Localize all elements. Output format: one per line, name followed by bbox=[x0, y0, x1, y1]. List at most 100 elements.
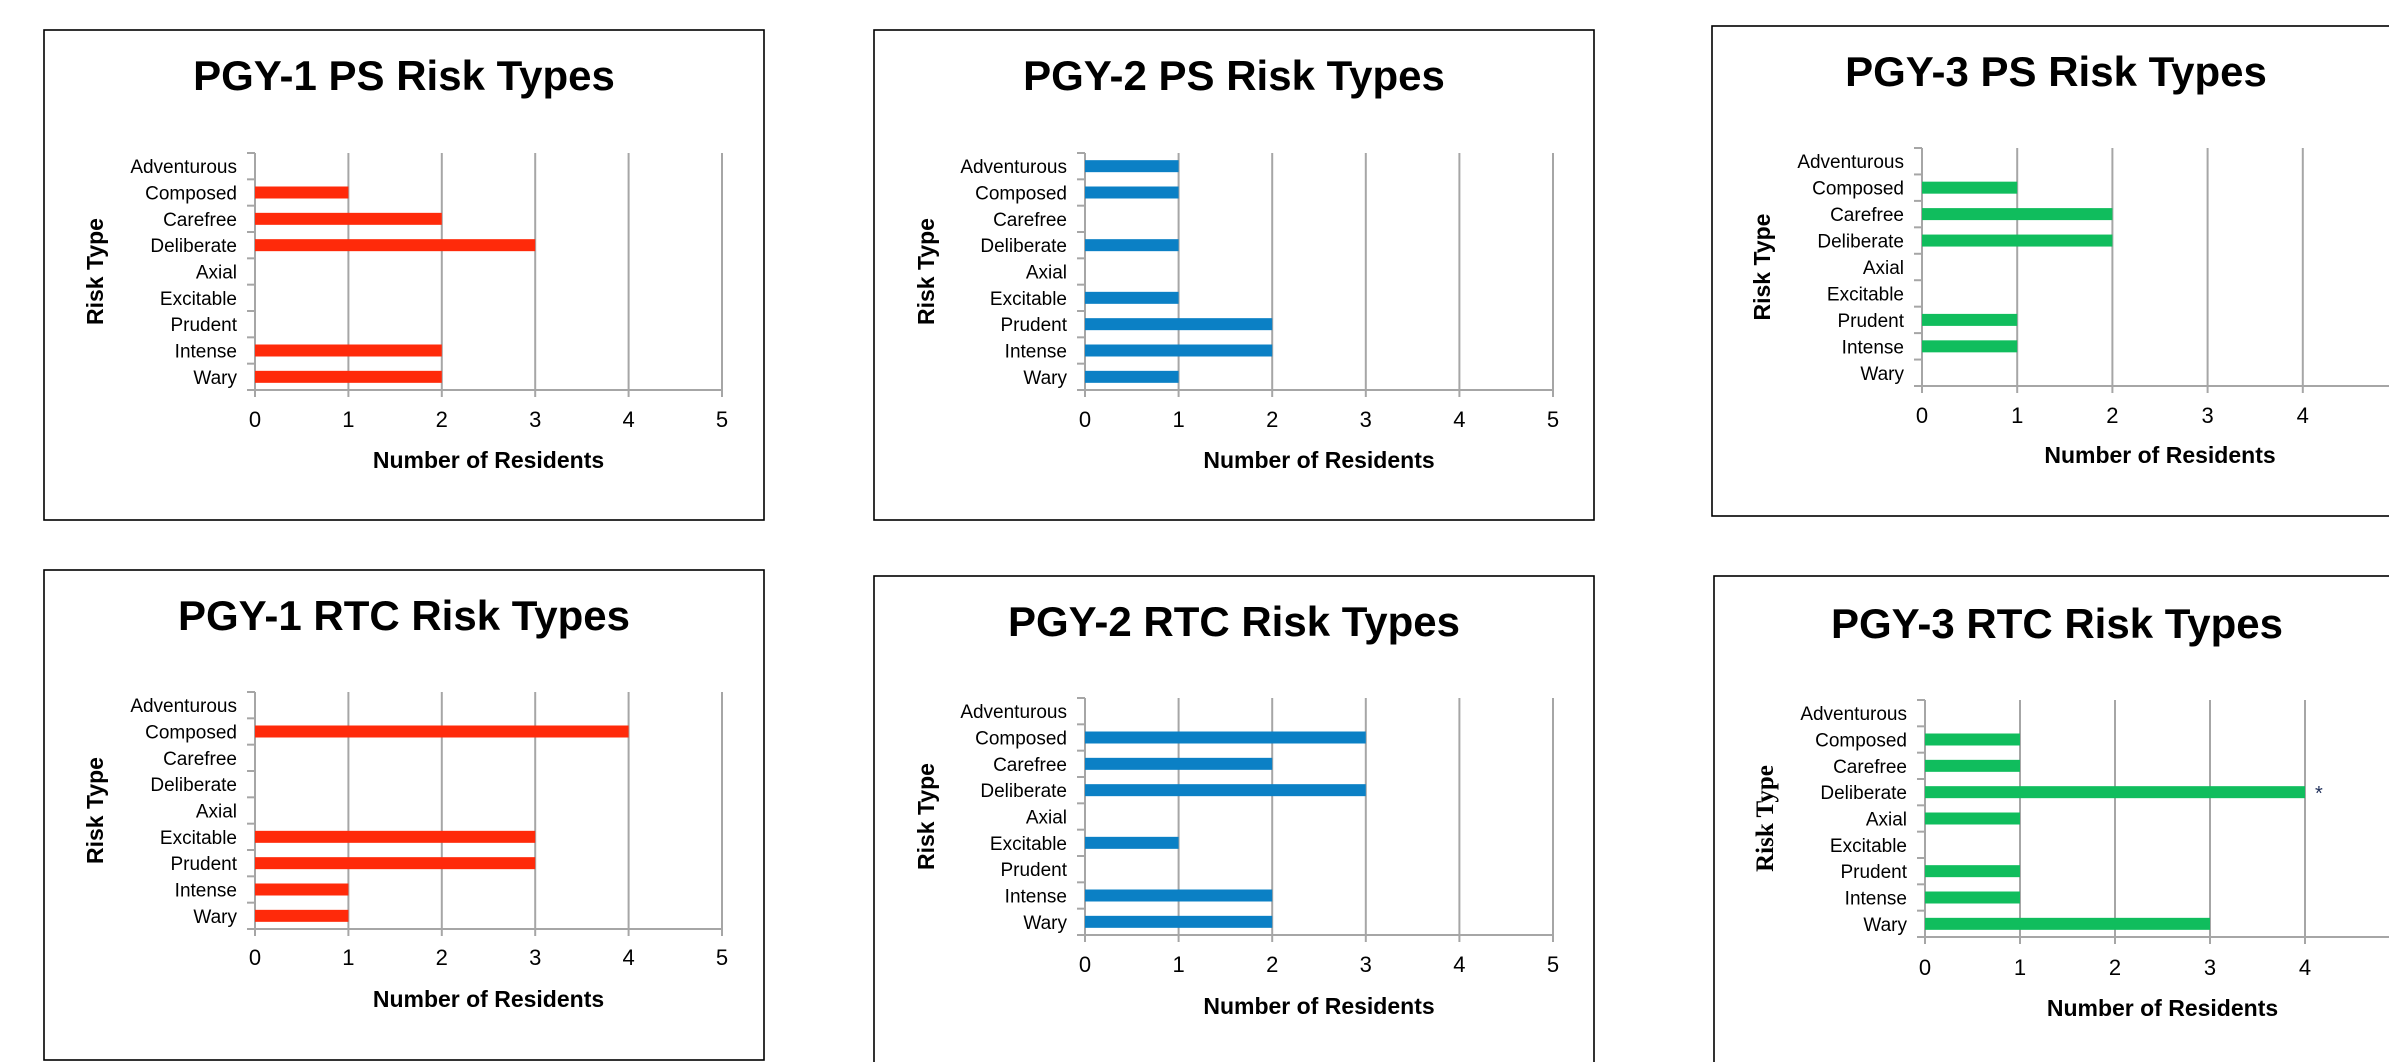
x-tick-label: 3 bbox=[529, 407, 541, 432]
bar bbox=[1085, 836, 1179, 849]
x-tick-label: 1 bbox=[1172, 407, 1184, 432]
x-tick-label: 5 bbox=[716, 407, 728, 432]
x-tick-label: 1 bbox=[342, 407, 354, 432]
category-label: Excitable bbox=[990, 289, 1067, 310]
chart-panel-3: PGY-3 PS Risk Types Adventurous Composed Ca… bbox=[1711, 25, 2389, 517]
x-axis-title: Number of Residents bbox=[373, 447, 604, 473]
category-label: Composed bbox=[1815, 731, 1907, 752]
category-label: Axial bbox=[196, 802, 237, 823]
bar bbox=[255, 725, 629, 738]
category-label: Intense bbox=[1005, 342, 1067, 363]
category-label: Axial bbox=[1026, 263, 1067, 284]
chart-frame bbox=[1711, 25, 2389, 517]
bar bbox=[1085, 239, 1179, 252]
category-label: Deliberate bbox=[150, 775, 237, 796]
bar bbox=[1085, 186, 1179, 199]
category-label: Adventurous bbox=[130, 696, 237, 717]
x-axis-title: Number of Residents bbox=[373, 986, 604, 1012]
bar bbox=[1085, 344, 1273, 357]
chart-frame bbox=[43, 29, 765, 521]
category-label: Prudent bbox=[1840, 862, 1907, 883]
x-tick-label: 0 bbox=[1919, 955, 1931, 980]
x-tick-label: 2 bbox=[2106, 403, 2118, 428]
category-label: Excitable bbox=[1827, 284, 1904, 305]
category-label: Prudent bbox=[1837, 311, 1904, 332]
chart-frame bbox=[873, 29, 1595, 521]
category-label: Intense bbox=[1842, 337, 1904, 358]
bar bbox=[1925, 812, 2020, 825]
bar bbox=[255, 857, 536, 870]
x-tick-label: 2 bbox=[436, 945, 448, 970]
category-label: Wary bbox=[1023, 368, 1067, 389]
x-tick-label: 1 bbox=[2011, 403, 2023, 428]
category-label: Deliberate bbox=[1820, 783, 1907, 804]
chart-panel-1: PGY-1 PS Risk Types Adventurous Composed Ca… bbox=[43, 29, 765, 521]
category-label: Carefree bbox=[1830, 205, 1904, 226]
chart-frame bbox=[1713, 575, 2389, 1062]
x-axis-title: Number of Residents bbox=[2044, 442, 2275, 468]
x-tick-label: 2 bbox=[1266, 407, 1278, 432]
category-label: Axial bbox=[1866, 810, 1907, 831]
x-tick-label: 4 bbox=[2297, 403, 2309, 428]
chart-panel-2: PGY-2 PS Risk Types Adventurous Composed Ca… bbox=[873, 29, 1595, 521]
chart-frame bbox=[873, 575, 1595, 1062]
y-axis-title: Risk Type bbox=[82, 218, 108, 325]
chart-title: PGY-1 PS Risk Types bbox=[193, 52, 615, 99]
category-label: Axial bbox=[1863, 258, 1904, 279]
category-label: Adventurous bbox=[960, 157, 1067, 178]
category-label: Carefree bbox=[163, 210, 237, 231]
category-label: Intense bbox=[1845, 889, 1907, 910]
category-label: Intense bbox=[175, 881, 237, 902]
bar bbox=[1925, 917, 2210, 930]
category-label: Deliberate bbox=[980, 236, 1067, 257]
y-axis-title: Risk Type bbox=[1749, 214, 1775, 321]
x-tick-label: 3 bbox=[529, 945, 541, 970]
chart-frame bbox=[43, 569, 765, 1061]
bar bbox=[1922, 234, 2113, 247]
chart-title: PGY-2 PS Risk Types bbox=[1023, 52, 1445, 99]
bar bbox=[1085, 731, 1366, 744]
bar bbox=[1925, 891, 2020, 904]
category-label: Deliberate bbox=[1817, 232, 1904, 253]
bar bbox=[1925, 759, 2020, 772]
bar bbox=[1922, 208, 2113, 221]
x-tick-label: 3 bbox=[1360, 407, 1372, 432]
x-tick-label: 3 bbox=[2201, 403, 2213, 428]
bar bbox=[1085, 889, 1273, 902]
category-label: Composed bbox=[145, 184, 237, 205]
x-tick-label: 5 bbox=[1547, 407, 1559, 432]
bar bbox=[1085, 784, 1366, 797]
bar bbox=[1925, 865, 2020, 878]
bar bbox=[1925, 786, 2305, 799]
chart-title: PGY-3 RTC Risk Types bbox=[1831, 600, 2283, 647]
significance-marker: * bbox=[2315, 783, 2323, 805]
bar bbox=[1922, 340, 2018, 353]
category-label: Prudent bbox=[1000, 315, 1067, 336]
bar bbox=[255, 883, 349, 896]
x-tick-label: 4 bbox=[1453, 952, 1465, 977]
chart-title: PGY-2 RTC Risk Types bbox=[1008, 598, 1460, 645]
y-axis-title: Risk Type bbox=[913, 763, 939, 870]
category-label: Adventurous bbox=[960, 702, 1067, 723]
category-label: Wary bbox=[1863, 915, 1907, 936]
category-label: Prudent bbox=[170, 315, 237, 336]
x-tick-label: 5 bbox=[716, 945, 728, 970]
category-label: Intense bbox=[175, 342, 237, 363]
bar bbox=[255, 239, 536, 252]
category-label: Composed bbox=[145, 723, 237, 744]
bar bbox=[1085, 291, 1179, 304]
chart-panel-4: PGY-1 RTC Risk Types Adventurous Composed C… bbox=[43, 569, 765, 1061]
x-tick-label: 0 bbox=[1916, 403, 1928, 428]
x-tick-label: 0 bbox=[249, 407, 261, 432]
chart-panel-5: PGY-2 RTC Risk Types Adventurous Composed C… bbox=[873, 575, 1595, 1062]
y-axis-title: Risk Type bbox=[913, 218, 939, 325]
bar bbox=[1085, 370, 1179, 383]
category-label: Composed bbox=[975, 184, 1067, 205]
x-axis-title: Number of Residents bbox=[1203, 993, 1434, 1019]
x-tick-label: 1 bbox=[1172, 952, 1184, 977]
bar bbox=[1922, 181, 2018, 194]
category-label: Prudent bbox=[1000, 860, 1067, 881]
category-label: Axial bbox=[1026, 808, 1067, 829]
category-label: Carefree bbox=[1833, 757, 1907, 778]
chart-title: PGY-1 RTC Risk Types bbox=[178, 592, 630, 639]
